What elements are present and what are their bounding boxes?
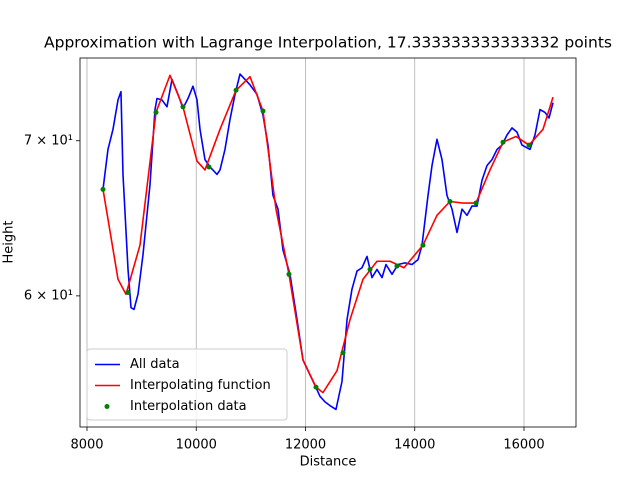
y-axis-label: Height: [2, 221, 17, 264]
data-point: [394, 263, 400, 269]
plot-area: [100, 73, 554, 411]
data-point: [526, 142, 532, 148]
x-tick-label: 10000: [176, 438, 217, 453]
data-point: [180, 104, 186, 110]
data-point: [233, 87, 239, 93]
legend-label: Interpolation data: [130, 399, 247, 414]
legend-marker: [104, 404, 110, 409]
data-point: [420, 242, 426, 248]
x-tick-label: 12000: [285, 438, 326, 453]
data-point: [473, 200, 479, 206]
axes-frame: [79, 57, 577, 428]
legend-label: Interpolating function: [130, 378, 271, 393]
data-line: [102, 74, 554, 394]
x-axis-label: Distance: [300, 455, 357, 470]
data-point: [367, 266, 373, 272]
data-point: [206, 164, 212, 170]
x-tick-label: 8000: [70, 438, 103, 453]
chart-title: Approximation with Lagrange Interpolatio…: [44, 34, 612, 52]
x-tick-label: 16000: [503, 438, 544, 453]
data-point: [447, 198, 453, 204]
data-point: [260, 108, 266, 114]
data-point: [125, 290, 131, 296]
data-point: [286, 271, 292, 277]
data-point: [500, 139, 506, 145]
x-tick-label: 14000: [394, 438, 435, 453]
data-point: [153, 109, 159, 115]
data-point: [313, 384, 319, 390]
y-tick-label: 7 × 10¹: [24, 133, 73, 148]
legend-label: All data: [130, 357, 180, 372]
y-tick-label: 6 × 10¹: [24, 288, 73, 303]
data-point: [340, 350, 346, 356]
legend-box: [86, 348, 288, 421]
data-point: [100, 186, 106, 192]
